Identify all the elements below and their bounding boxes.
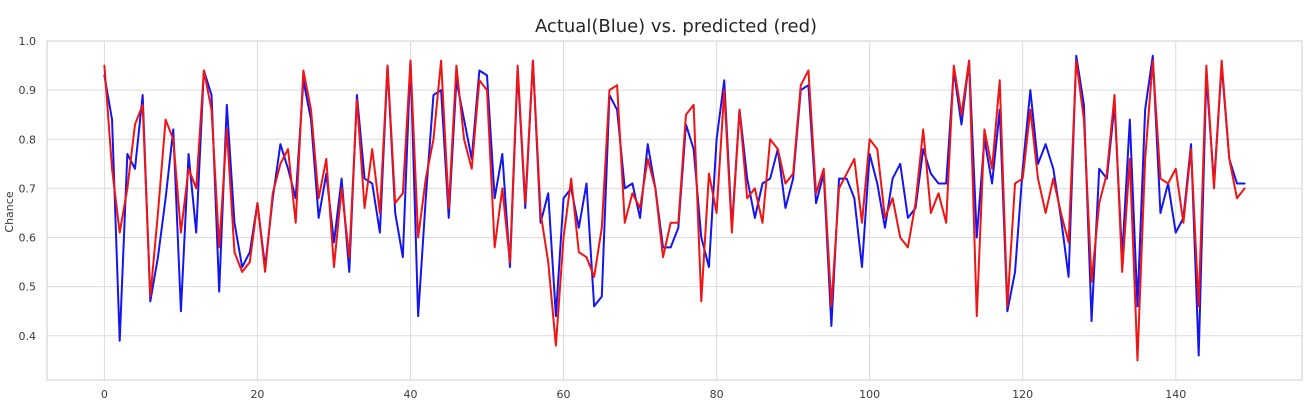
series-line-red xyxy=(103,59,1246,362)
y-tick-label: 0.8 xyxy=(19,133,37,146)
plot-area xyxy=(46,40,1303,381)
x-tick-label: 0 xyxy=(101,388,108,401)
y-axis-label: Chance xyxy=(3,191,16,232)
y-tick-label: 0.5 xyxy=(19,281,37,294)
x-tick-labels: 0 20 40 60 80 100 120 140 xyxy=(101,388,1186,401)
x-tick-label: 20 xyxy=(250,388,264,401)
y-tick-label: 0.7 xyxy=(19,182,37,195)
y-grid-lines xyxy=(47,40,1302,337)
x-tick-label: 80 xyxy=(710,388,724,401)
y-tick-label: 0.4 xyxy=(19,330,37,343)
series-line-blue xyxy=(103,54,1246,357)
y-tick-label: 0.9 xyxy=(19,84,37,97)
x-tick-label: 120 xyxy=(1012,388,1033,401)
x-tick-label: 40 xyxy=(403,388,417,401)
y-tick-labels: 0.4 0.5 0.6 0.7 0.8 0.9 1.0 xyxy=(19,35,37,343)
chart-title: Actual(Blue) vs. predicted (red) xyxy=(535,16,817,37)
x-tick-label: 140 xyxy=(1165,388,1186,401)
y-tick-label: 1.0 xyxy=(19,35,37,48)
x-tick-label: 100 xyxy=(859,388,880,401)
y-tick-label: 0.6 xyxy=(19,232,37,245)
series-layer xyxy=(103,54,1246,362)
x-tick-label: 60 xyxy=(557,388,571,401)
